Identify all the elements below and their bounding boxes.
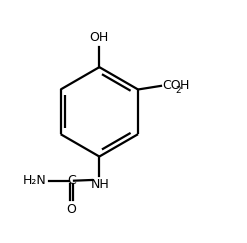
Text: H₂N: H₂N — [22, 174, 46, 187]
Text: 2: 2 — [176, 86, 181, 95]
Text: O: O — [67, 203, 77, 216]
Text: NH: NH — [91, 178, 110, 191]
Text: OH: OH — [90, 31, 109, 44]
Text: CO: CO — [162, 79, 181, 92]
Text: H: H — [180, 79, 189, 92]
Text: C: C — [67, 174, 76, 187]
